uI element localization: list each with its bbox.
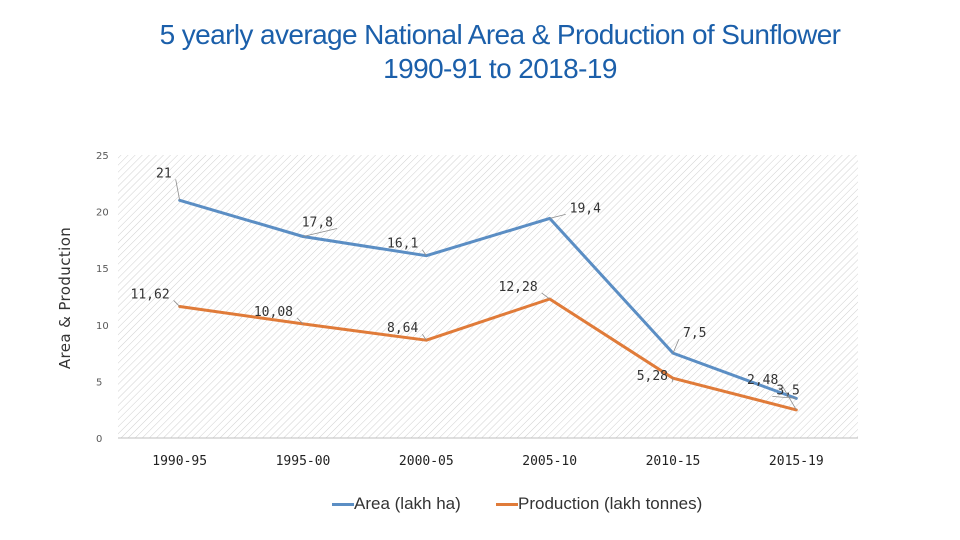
- y-tick-label: 10: [96, 321, 109, 332]
- x-tick-label: 2000-05: [399, 454, 454, 469]
- data-label: 12,28: [499, 280, 538, 295]
- y-tick-label: 5: [96, 377, 102, 388]
- data-label: 5,28: [637, 369, 668, 384]
- data-label: 17,8: [302, 216, 333, 231]
- x-tick-label: 1990-95: [152, 454, 207, 469]
- data-label: 21: [156, 166, 172, 181]
- data-label-leader: [671, 378, 674, 383]
- data-label-leader: [296, 317, 304, 325]
- chart-title-line-2: 1990-91 to 2018-19: [383, 53, 617, 84]
- x-tick-label: 2015-19: [769, 454, 824, 469]
- y-tick-label: 25: [96, 151, 109, 162]
- data-label: 7,5: [683, 326, 706, 341]
- data-label-leader: [549, 214, 566, 219]
- legend-item-area: Area (lakh ha): [332, 494, 461, 514]
- y-axis-label: Area & Production: [56, 227, 74, 369]
- data-label-leader: [772, 395, 797, 399]
- data-label: 2,48: [747, 373, 778, 388]
- data-label-leader: [302, 228, 338, 237]
- data-label: 10,08: [254, 305, 293, 320]
- data-label-leader: [173, 300, 180, 307]
- legend-label-area: Area (lakh ha): [354, 494, 461, 513]
- data-label: 19,4: [570, 201, 601, 216]
- data-label-leader: [422, 249, 427, 256]
- data-label: 11,62: [131, 287, 170, 302]
- series-line-production: [178, 297, 798, 412]
- y-tick-label: 20: [96, 208, 109, 219]
- chart-title: 5 yearly average National Area & Product…: [0, 18, 960, 86]
- data-label-leader: [672, 338, 680, 354]
- data-label-leader: [422, 333, 427, 341]
- data-label-leader: [781, 385, 797, 411]
- legend-label-production: Production (lakh tonnes): [518, 494, 703, 513]
- chart-title-line-1: 5 yearly average National Area & Product…: [159, 19, 841, 50]
- y-tick-label: 0: [96, 434, 102, 445]
- legend: Area (lakh ha) Production (lakh tonnes): [320, 494, 740, 520]
- data-label: 8,64: [387, 321, 418, 336]
- y-tick-label: 15: [96, 264, 109, 275]
- legend-item-production: Production (lakh tonnes): [496, 494, 702, 514]
- legend-swatch-area: [332, 502, 354, 506]
- x-tick-label: 1995-00: [276, 454, 331, 469]
- plot-area: [118, 155, 858, 438]
- series-line-area: [178, 198, 798, 400]
- data-label-leader: [175, 179, 181, 201]
- data-label: 16,1: [387, 237, 418, 252]
- legend-swatch-production: [496, 502, 518, 506]
- data-label-leader: [541, 292, 550, 300]
- x-tick-label: 2010-15: [646, 454, 701, 469]
- data-label: 3,5: [776, 383, 799, 398]
- x-tick-label: 2005-10: [522, 454, 577, 469]
